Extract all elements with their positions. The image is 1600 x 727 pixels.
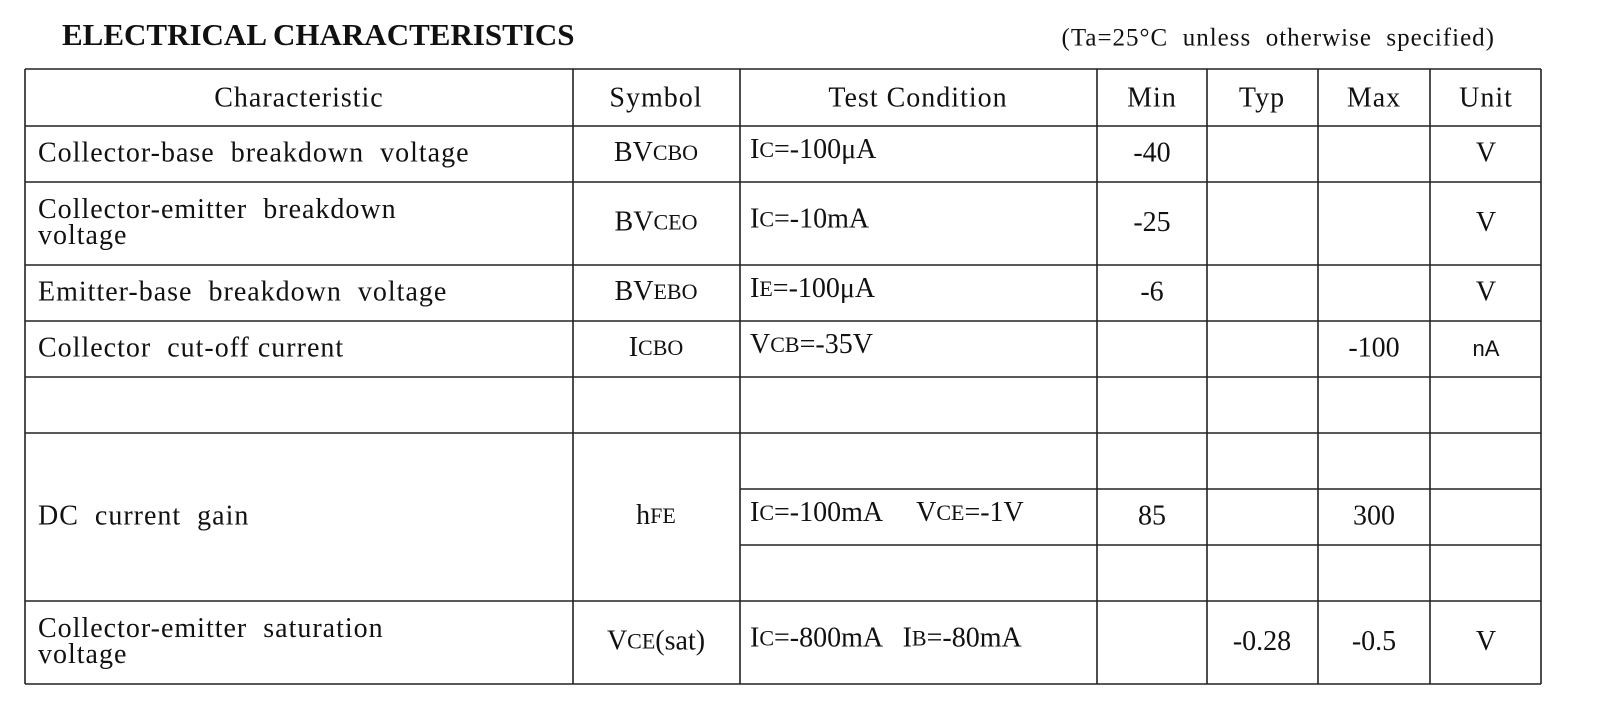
text-part: =-80mA	[927, 623, 1023, 654]
column-header: Symbol	[609, 82, 702, 113]
text-part: =-10mA	[774, 204, 870, 235]
column-header: Typ	[1239, 82, 1285, 113]
subscript: C	[759, 626, 774, 651]
text-part: (sat)	[655, 626, 705, 657]
test-condition: IC=-10mA	[750, 204, 870, 235]
min-value: 85	[1138, 500, 1166, 531]
text-part: I	[750, 134, 759, 165]
min-value: -40	[1133, 137, 1170, 168]
column-header: Unit	[1459, 82, 1513, 113]
subscript: C	[759, 137, 774, 162]
characteristic: Emitter-base breakdown voltage	[38, 276, 447, 307]
subscript: C	[759, 500, 774, 525]
characteristic: Collector cut-off current	[38, 332, 344, 363]
text-part: BV	[614, 137, 653, 168]
subscript: FE	[650, 503, 676, 528]
text-part: =-100mA V	[774, 497, 936, 528]
subscript: CB	[770, 332, 799, 357]
min-value: -6	[1140, 276, 1163, 307]
test-condition: IC=-100mA VCE=-1V	[750, 497, 1024, 528]
text-part: I	[750, 273, 759, 304]
table-grid	[24, 68, 1542, 685]
min-value: -25	[1133, 207, 1170, 238]
title: ELECTRICAL CHARACTERISTICS	[62, 17, 575, 52]
max-value: -0.5	[1352, 626, 1396, 657]
max-value: 300	[1353, 500, 1395, 531]
subscript: CE	[627, 629, 655, 654]
subscript: CEO	[653, 210, 697, 235]
test-condition: IE=-100μA	[750, 273, 876, 304]
symbol: VCE(sat)	[607, 626, 705, 657]
unit-value: V	[1476, 276, 1496, 307]
symbol: BVCBO	[614, 137, 698, 168]
text-part: =-100μA	[774, 134, 877, 165]
characteristic: Collector-emitter saturation	[38, 613, 384, 644]
characteristic: DC current gain	[38, 500, 249, 531]
symbol: BVEBO	[615, 276, 698, 307]
text-part: =-100μA	[773, 273, 876, 304]
characteristic: Collector-emitter breakdown	[38, 194, 397, 225]
column-header: Characteristic	[214, 82, 383, 113]
text-part: I	[750, 497, 759, 528]
subscript: CBO	[638, 335, 683, 360]
test-condition: IC=-100μA	[750, 134, 877, 165]
characteristic: Collector-base breakdown voltage	[38, 137, 470, 168]
text-part: BV	[615, 276, 654, 307]
text-part: I	[750, 623, 759, 654]
unit-value: nA	[1473, 336, 1500, 361]
symbol: hFE	[636, 500, 676, 531]
text-part: V	[607, 626, 627, 657]
text-part: I	[629, 332, 638, 363]
characteristic: voltage	[38, 639, 127, 670]
column-header: Min	[1127, 82, 1177, 113]
max-value: -100	[1348, 332, 1399, 363]
subscript: C	[759, 207, 774, 232]
unit-value: V	[1476, 626, 1496, 657]
subscript: E	[759, 276, 772, 301]
text-part: h	[636, 500, 650, 531]
note: (Ta=25°C unless otherwise specified)	[1062, 25, 1495, 52]
unit-value: V	[1476, 137, 1496, 168]
test-condition: VCB=-35V	[750, 329, 873, 360]
text-part: =-35V	[800, 329, 873, 360]
unit-value: V	[1476, 207, 1496, 238]
subscript: CE	[936, 500, 964, 525]
column-header: Test Condition	[828, 82, 1007, 113]
column-header: Max	[1347, 82, 1401, 113]
typ-value: -0.28	[1233, 626, 1291, 657]
symbol: ICBO	[629, 332, 684, 363]
test-condition: IC=-800mA IB=-80mA	[750, 623, 1023, 654]
symbol: BVCEO	[615, 207, 698, 238]
text-part: =-800mA I	[774, 623, 912, 654]
text-part: BV	[615, 207, 654, 238]
text-part: V	[750, 329, 770, 360]
subscript: B	[912, 626, 927, 651]
text-part: I	[750, 204, 759, 235]
text-part: =-1V	[964, 497, 1023, 528]
subscript: CBO	[653, 140, 698, 165]
characteristic: voltage	[38, 220, 127, 251]
subscript: EBO	[653, 279, 697, 304]
